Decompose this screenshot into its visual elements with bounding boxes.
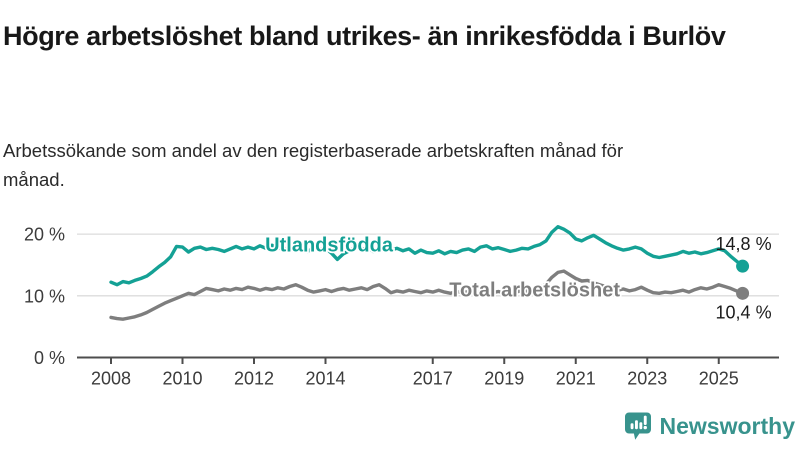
y-tick-label: 20 % [24,225,65,245]
exclamation-stem [643,415,647,425]
y-tick-label: 0 % [34,348,65,368]
x-tick-label: 2017 [413,369,453,389]
unemployment-line-chart: 0 % 10 % 20 % 2008 2010 2012 2014 2017 2019 2021 2… [0,195,800,405]
series-line-total-arbetsl-shet [109,269,745,321]
series-label-total-arbetsl-shet: Total arbetslöshet [449,279,620,301]
x-tick-label: 2023 [627,369,667,389]
bar-2 [634,420,638,430]
series-line-utlandsf-dda [109,225,745,287]
x-tick-label: 2021 [556,369,596,389]
x-tick-label: 2019 [484,369,524,389]
newsworthy-logo: Newsworthy [624,409,795,443]
speech-bubble-shape [624,412,651,440]
series-label-utlandsf-dda: Utlandsfödda [265,235,394,257]
x-tick-label: 2025 [699,369,739,389]
x-tick-label: 2008 [91,369,131,389]
y-tick-label: 10 % [24,286,65,306]
x-tick-label: 2014 [305,369,345,389]
chart-subtitle: Arbetssökande som andel av den registerb… [3,139,624,191]
newsworthy-logo-icon [624,412,651,440]
series-end-dot-total-arbetsl-shet [736,286,750,300]
series-end-value-total-arbetsl-shet: 10,4 % [716,302,772,322]
brand-name: Newsworthy [659,412,795,439]
x-tick-label: 2010 [162,369,202,389]
page-title: Högre arbetslöshet bland utrikes- än inr… [3,21,726,52]
chart-canvas: 0 % 10 % 20 % 2008 2010 2012 2014 2017 2019 2021 2… [24,225,779,389]
exclamation-dot [643,425,647,430]
bar-3 [638,422,642,430]
series-end-value-utlandsf-dda: 14,8 % [716,234,772,254]
series-end-dot-utlandsf-dda [736,259,750,273]
bar-1 [630,423,634,430]
x-tick-label: 2012 [234,369,274,389]
